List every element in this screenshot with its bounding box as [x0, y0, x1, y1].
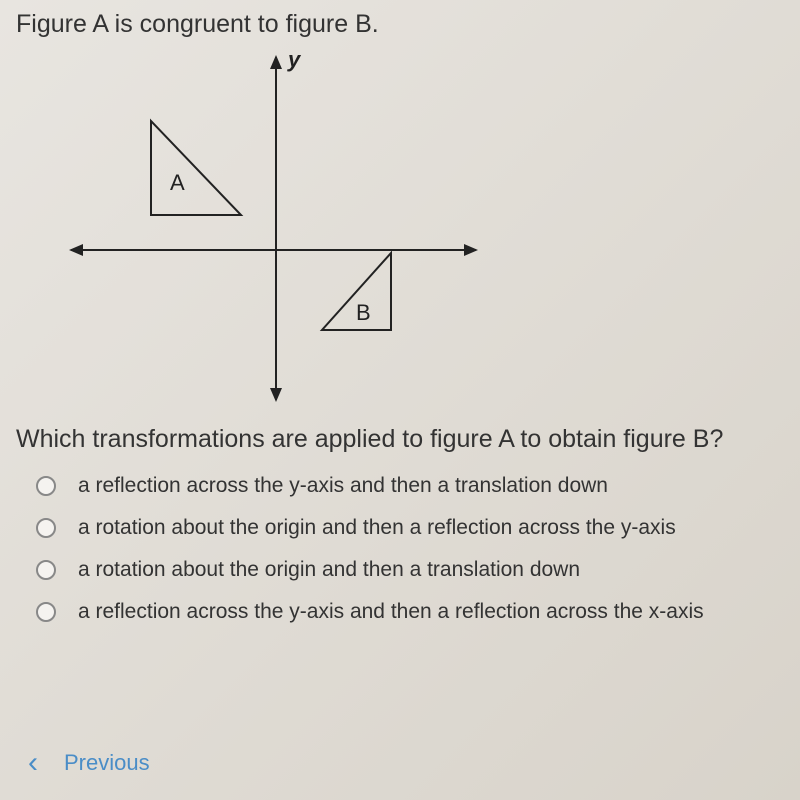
- radio-button[interactable]: [36, 476, 56, 496]
- coordinate-diagram: xyAB: [46, 45, 486, 405]
- previous-button[interactable]: ‹ Previous: [28, 746, 150, 780]
- answer-text: a rotation about the origin and then a r…: [78, 516, 676, 540]
- answer-list: a reflection across the y-axis and then …: [36, 474, 784, 624]
- answer-text: a reflection across the y-axis and then …: [78, 600, 704, 624]
- svg-text:A: A: [170, 170, 185, 195]
- svg-text:y: y: [287, 47, 302, 72]
- answer-text: a rotation about the origin and then a t…: [78, 558, 580, 582]
- answer-option[interactable]: a rotation about the origin and then a t…: [36, 558, 784, 582]
- previous-label: Previous: [64, 750, 150, 776]
- answer-option[interactable]: a reflection across the y-axis and then …: [36, 600, 784, 624]
- svg-text:B: B: [356, 300, 371, 325]
- radio-button[interactable]: [36, 560, 56, 580]
- radio-button[interactable]: [36, 602, 56, 622]
- answer-option[interactable]: a reflection across the y-axis and then …: [36, 474, 784, 498]
- question-prompt-1: Figure A is congruent to figure B.: [16, 10, 784, 39]
- answer-text: a reflection across the y-axis and then …: [78, 474, 608, 498]
- radio-button[interactable]: [36, 518, 56, 538]
- answer-option[interactable]: a rotation about the origin and then a r…: [36, 516, 784, 540]
- question-prompt-2: Which transformations are applied to fig…: [16, 425, 784, 454]
- chevron-left-icon: ‹: [28, 746, 38, 780]
- diagram-container: xyAB: [46, 45, 486, 405]
